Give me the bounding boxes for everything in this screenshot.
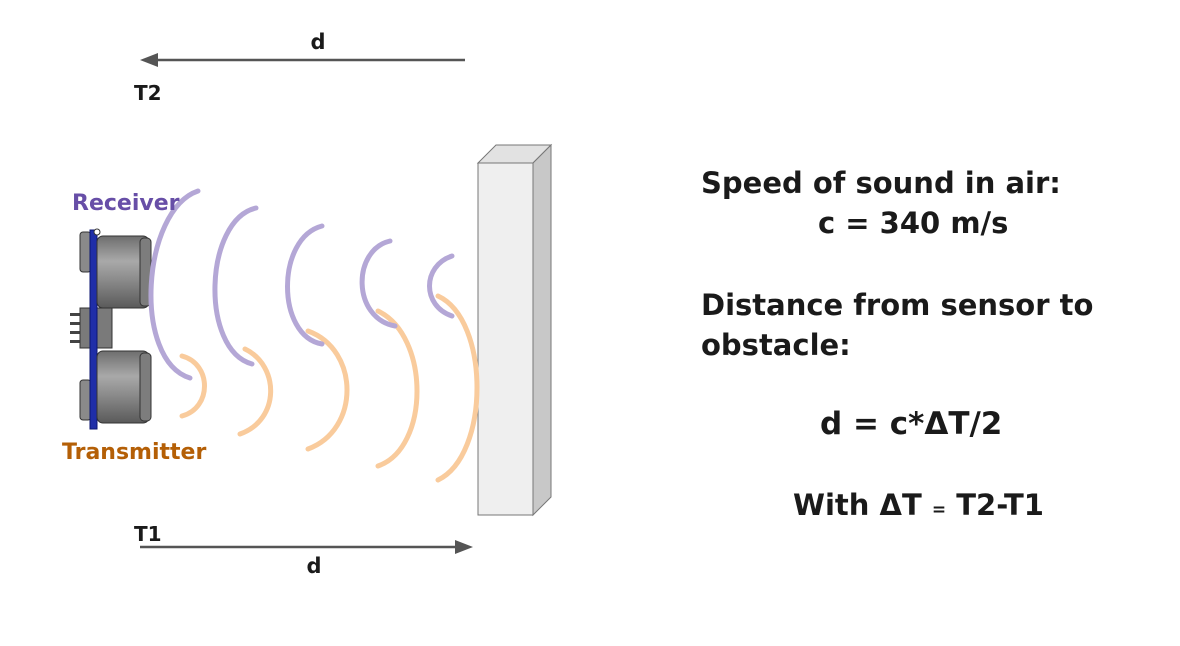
receiver-wave bbox=[285, 223, 325, 347]
transmitter-wave bbox=[375, 308, 420, 469]
receiver-wave bbox=[212, 205, 259, 367]
top-distance-label: d bbox=[310, 30, 325, 54]
distance-formula: d = c*ΔT/2 bbox=[820, 406, 1003, 442]
receiver-wave bbox=[148, 188, 201, 381]
return-arrow bbox=[140, 53, 465, 67]
transmitter-wave bbox=[179, 353, 207, 419]
receiver-wave bbox=[359, 238, 398, 329]
bottom-distance-label: d bbox=[306, 554, 321, 578]
delta-t-prefix: With ΔT bbox=[793, 488, 922, 522]
delta-t-definition: With ΔT = T2-T1 bbox=[793, 488, 1044, 522]
receiver-waves bbox=[148, 188, 455, 381]
transmitter-wave bbox=[305, 328, 350, 452]
ultrasonic-sensor bbox=[70, 228, 152, 430]
transmitter-transducer bbox=[96, 350, 152, 424]
outgoing-arrow bbox=[140, 540, 473, 554]
obstacle-wall bbox=[476, 143, 553, 517]
transmitter-wave bbox=[435, 293, 480, 483]
transmitter-wave bbox=[237, 346, 274, 437]
speed-of-sound-value: c = 340 m/s bbox=[818, 206, 1009, 240]
receiver-transducer bbox=[96, 235, 152, 309]
delta-t-expression: T2-T1 bbox=[956, 488, 1044, 522]
t2-label: T2 bbox=[134, 81, 162, 105]
t1-label: T1 bbox=[134, 522, 162, 546]
speed-of-sound-title: Speed of sound in air: bbox=[701, 166, 1061, 200]
receiver-wave bbox=[427, 253, 455, 319]
transmitter-waves bbox=[179, 293, 480, 483]
distance-title: Distance from sensor to obstacle: bbox=[701, 288, 1094, 362]
delta-t-equals: = bbox=[931, 500, 947, 520]
receiver-label: Receiver bbox=[72, 191, 180, 216]
transmitter-label: Transmitter bbox=[62, 440, 206, 465]
